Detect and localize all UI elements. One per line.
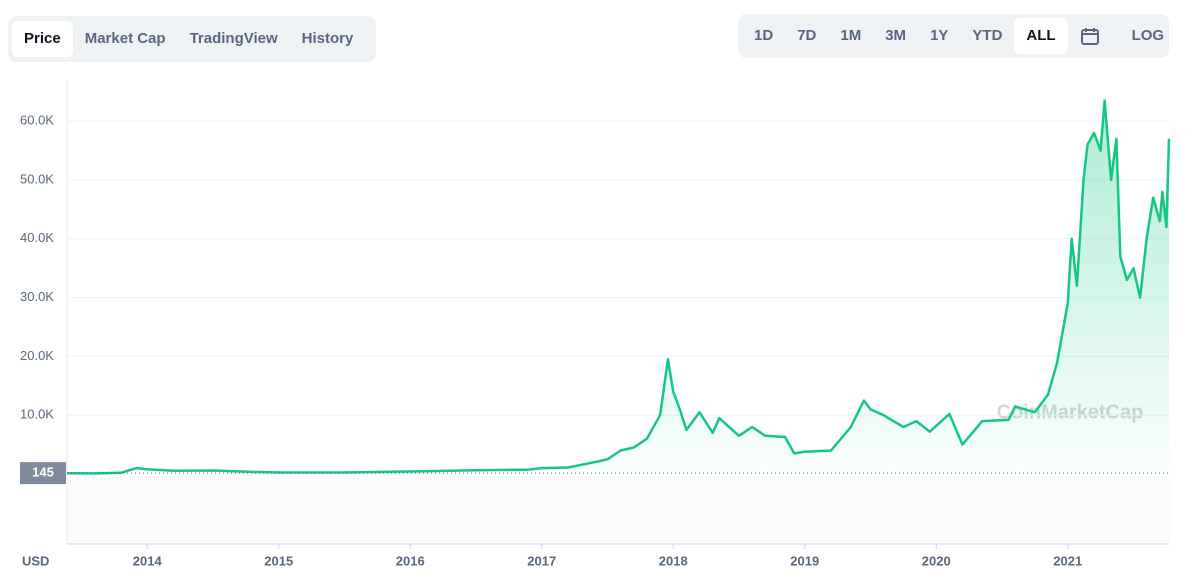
range-selector: 1D 7D 1M 3M 1Y YTD ALL LOG [738, 14, 1169, 58]
x-tick-label: 2021 [1053, 553, 1082, 568]
x-tick-label: 2020 [922, 553, 951, 568]
range-button[interactable]: 7D [797, 27, 817, 44]
x-axis-band [67, 544, 1169, 581]
range-button[interactable]: 1D [754, 27, 774, 44]
y-tick-label: 10.0K [20, 407, 54, 422]
tab-button[interactable]: TradingView [189, 30, 278, 47]
y-tick-label: 20.0K [20, 348, 54, 363]
currency-label: USD [22, 553, 49, 568]
tab-button[interactable]: History [301, 30, 354, 47]
reference-label: 145 [32, 465, 54, 480]
calendar-button[interactable] [1068, 18, 1112, 54]
chart-tabs: Price Market Cap TradingView History [8, 16, 376, 62]
range-button[interactable]: 1M [840, 27, 862, 44]
watermark: CoinMarketCap [997, 401, 1144, 423]
range-button[interactable]: 3M [885, 27, 907, 44]
y-tick-label: 30.0K [20, 289, 54, 304]
y-tick-label: 50.0K [20, 171, 54, 186]
x-tick-label: 2019 [790, 553, 819, 568]
volume-panel [67, 478, 1169, 544]
log-button[interactable]: LOG [1131, 27, 1165, 44]
reference-badge [20, 462, 66, 485]
range-button[interactable]: 1Y [930, 27, 949, 44]
x-tick-label: 2017 [527, 553, 556, 568]
x-tick-label: 2014 [133, 553, 163, 568]
y-tick-label: 60.0K [20, 113, 54, 128]
x-tick-label: 2015 [264, 553, 293, 568]
range-button[interactable]: YTD [972, 27, 1003, 44]
x-tick-label: 2018 [659, 553, 688, 568]
range-button[interactable]: ALL [1014, 18, 1068, 54]
y-tick-label: 40.0K [20, 230, 54, 245]
tab-button[interactable]: Market Cap [84, 30, 166, 47]
price-line [66, 99, 1171, 475]
x-tick-label: 2016 [396, 553, 425, 568]
price-area [67, 100, 1169, 474]
calendar-icon [1080, 28, 1099, 46]
tab-button[interactable]: Price [12, 21, 73, 57]
